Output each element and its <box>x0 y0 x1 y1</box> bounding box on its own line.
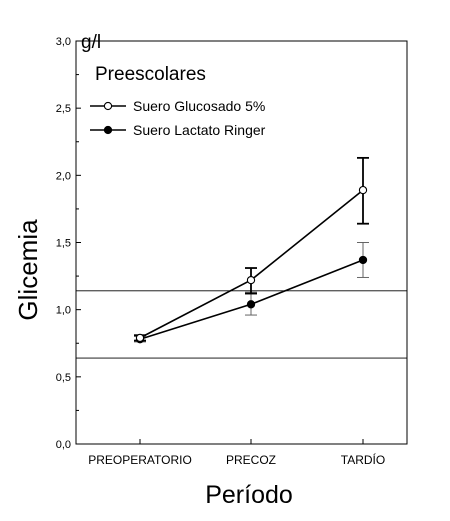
legend-entry: Suero Glucosado 5% <box>90 98 265 114</box>
x-axis: PREOPERATORIO PRECOZ TARDÍO <box>88 439 385 467</box>
y-tick-label: 1,0 <box>56 305 71 317</box>
series-layer <box>134 156 369 344</box>
legend: Suero Glucosado 5% Suero Lactato Ringer <box>90 98 266 138</box>
data-point <box>135 333 145 343</box>
x-tick-label: PREOPERATORIO <box>88 453 192 467</box>
data-point <box>358 255 368 265</box>
y-tick-label: 0,5 <box>56 372 71 384</box>
reference-lines <box>76 290 407 359</box>
x-tick-label: TARDÍO <box>341 452 385 467</box>
y-tick-label: 0,0 <box>56 439 71 451</box>
legend-label: Suero Lactato Ringer <box>133 122 266 138</box>
x-axis-label: Período <box>205 481 293 509</box>
data-point <box>358 185 368 195</box>
legend-entry: Suero Lactato Ringer <box>90 122 266 138</box>
legend-swatch-marker <box>103 125 113 135</box>
x-tick-label: PRECOZ <box>226 453 276 467</box>
unit-label: g/l <box>81 32 101 53</box>
chart-subtitle: Preescolares <box>95 64 206 85</box>
y-tick-label: 3,0 <box>56 36 71 48</box>
y-axis-label: Glicemia <box>13 219 43 321</box>
series-glucosado <box>134 156 369 343</box>
y-axis: 0,0 0,5 1,0 1,5 2,0 2,5 3,0 <box>56 36 81 451</box>
series-line <box>139 189 364 339</box>
y-tick-label: 1,5 <box>56 238 71 250</box>
y-tick-label: 2,5 <box>56 103 71 115</box>
legend-label: Suero Glucosado 5% <box>133 98 265 114</box>
data-point <box>246 275 256 285</box>
legend-swatch-marker <box>103 101 113 111</box>
y-tick-label: 2,0 <box>56 170 71 182</box>
data-point <box>246 300 256 309</box>
